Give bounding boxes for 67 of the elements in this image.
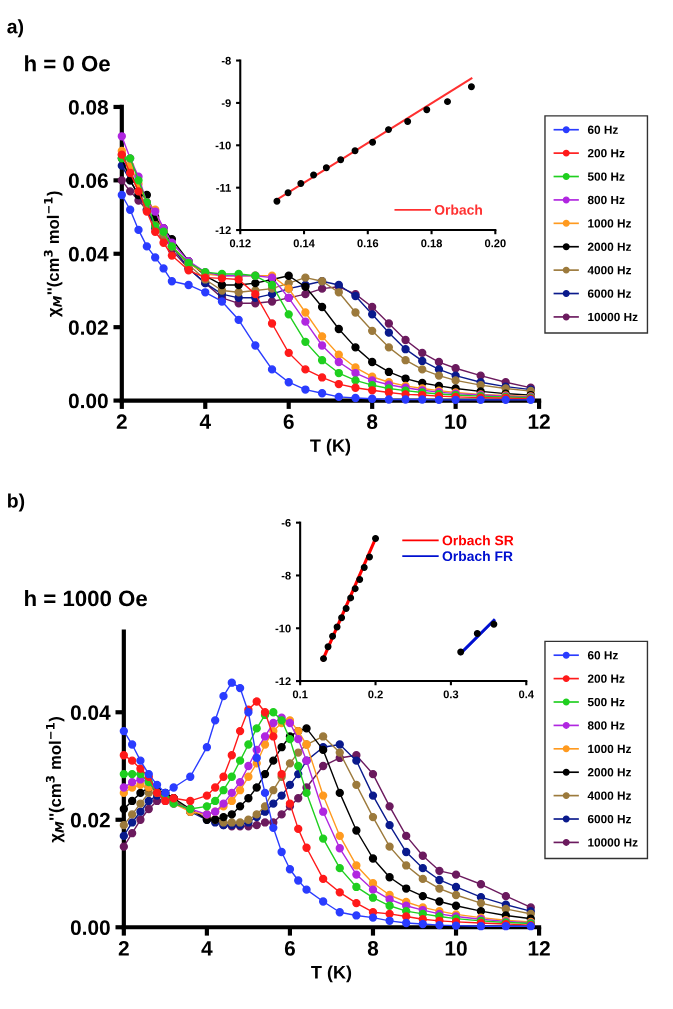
- y-tick-label: -10: [275, 624, 291, 633]
- legend-label: Orbach: [434, 204, 482, 215]
- legend-label: 1000 Hz: [588, 744, 632, 754]
- x-tick-label: 2: [116, 414, 127, 429]
- x-tick-label: 0.16: [357, 239, 379, 248]
- legend-label: 60 Hz: [587, 651, 618, 660]
- x-tick-label: 8: [367, 414, 378, 430]
- y-tick-label: 0.02: [68, 320, 108, 335]
- x-axis-title: T (K): [311, 965, 352, 983]
- x-tick-label: 0.3: [443, 690, 459, 699]
- y-axis-title: χ$_{M}$''(cm$^{3}$ mol$^{−1}$): [45, 717, 65, 843]
- legend-label: 6000 Hz: [587, 814, 632, 824]
- x-tick-label: 0.1: [292, 690, 308, 699]
- x-tick-label: 0.14: [293, 239, 315, 248]
- legend-label: 60 Hz: [587, 125, 618, 134]
- x-tick-label: 10: [445, 414, 467, 430]
- legend-label: 500 Hz: [587, 697, 625, 707]
- legend-label: Orbach FR: [442, 550, 513, 562]
- legend-label: 10000 Hz: [588, 312, 638, 322]
- x-tick-label: 12: [528, 414, 550, 429]
- legend-label: 800 Hz: [587, 721, 625, 730]
- legend-label: 4000 Hz: [587, 791, 632, 800]
- y-tick-label: -8: [281, 571, 291, 580]
- legend-label: Orbach SR: [442, 535, 514, 546]
- y-tick-label: -6: [281, 518, 291, 527]
- y-tick-label: 0.00: [70, 920, 110, 936]
- legend-label: 500 Hz: [587, 172, 625, 181]
- text: h = 0 Oe: [25, 55, 110, 72]
- x-tick-label: 4: [201, 941, 213, 956]
- x-tick-label: 8: [367, 941, 379, 956]
- y-axis-title: χ$_{M}$''(cm$^{3}$ mol$^{−1}$): [43, 191, 63, 317]
- y-tick-label: -11: [216, 184, 231, 192]
- y-tick-label: 0.04: [70, 705, 111, 721]
- x-tick-label: 10: [445, 941, 467, 956]
- x-tick-label: 0.4: [519, 690, 534, 699]
- text: h = 1000 Oe: [25, 590, 147, 607]
- y-tick-label: 0.08: [68, 99, 108, 115]
- text: b): [8, 493, 25, 512]
- x-tick-label: 0.18: [421, 239, 443, 248]
- x-tick-label: 0.20: [484, 239, 506, 248]
- x-axis-title: T (K): [310, 438, 351, 456]
- legend-label: 4000 Hz: [587, 266, 632, 275]
- legend-label: 2000 Hz: [587, 242, 632, 251]
- y-tick-label: -12: [275, 677, 291, 686]
- legend-label: 200 Hz: [587, 674, 625, 683]
- y-tick-label: 0.02: [70, 812, 110, 828]
- legend-label: 800 Hz: [587, 195, 625, 205]
- x-tick-label: 0.2: [368, 690, 383, 699]
- legend-label: 200 Hz: [587, 149, 625, 158]
- legend-label: 1000 Hz: [588, 219, 632, 228]
- y-tick-label: -12: [215, 226, 231, 235]
- legend-label: 2000 Hz: [587, 768, 632, 777]
- legend-label: 10000 Hz: [588, 838, 638, 847]
- y-tick-label: -10: [215, 141, 231, 150]
- x-tick-label: 2: [118, 941, 129, 956]
- y-tick-label: 0.00: [68, 393, 108, 409]
- y-tick-label: -8: [221, 56, 231, 65]
- x-tick-label: 0.12: [229, 239, 251, 248]
- y-tick-label: -9: [221, 99, 231, 108]
- text: a): [7, 19, 24, 38]
- y-tick-label: 0.06: [68, 173, 108, 189]
- y-tick-label: 0.04: [68, 246, 109, 262]
- legend-label: 6000 Hz: [587, 289, 632, 298]
- x-tick-label: 6: [283, 414, 294, 430]
- x-tick-label: 6: [284, 941, 295, 956]
- x-tick-label: 12: [528, 941, 550, 956]
- x-tick-label: 4: [199, 414, 211, 429]
